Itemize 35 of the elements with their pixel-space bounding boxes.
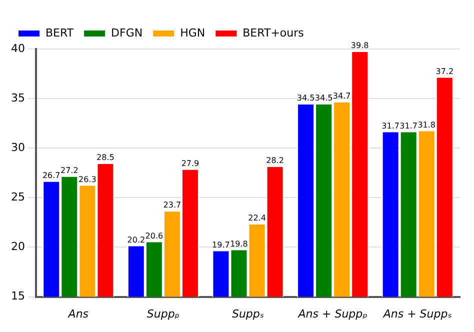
legend-label: HGN (180, 26, 206, 40)
y-tick-label: 20 (10, 240, 25, 254)
x-tick-label: Ans + Suppₛ (382, 307, 452, 320)
data-label: 31.7 (400, 121, 418, 130)
y-tick-label: 40 (10, 42, 25, 55)
data-label: 22.4 (248, 214, 266, 223)
x-tick-label: Suppₛ (232, 307, 264, 320)
data-label: 26.3 (78, 174, 96, 184)
y-tick-label: 30 (10, 140, 25, 154)
data-label: 23.7 (163, 200, 182, 210)
data-label: 34.7 (332, 92, 351, 101)
data-label: 34.5 (296, 94, 315, 103)
legend-label: BERT+ours (242, 26, 304, 40)
legend-label: DFGN (111, 26, 143, 40)
data-label: 20.6 (145, 231, 164, 240)
x-tick-label: Suppₚ (146, 307, 180, 320)
y-tick-label: 25 (10, 190, 25, 204)
data-label: 37.2 (436, 66, 454, 76)
data-label: 28.5 (96, 153, 114, 162)
data-label: 28.2 (266, 156, 284, 166)
data-label: 20.2 (127, 235, 146, 244)
legend-label: BERT (46, 26, 74, 40)
data-label: 31.7 (382, 121, 400, 130)
data-label: 39.8 (350, 41, 369, 50)
y-tick-label: 35 (10, 91, 25, 104)
data-label: 19.7 (212, 240, 230, 250)
data-label: 19.8 (230, 239, 248, 248)
x-tick-label: Ans (67, 307, 89, 320)
data-label: 27.2 (60, 166, 78, 175)
data-label: 27.9 (181, 159, 200, 168)
data-label: 26.7 (42, 170, 60, 180)
data-label: 34.5 (314, 94, 333, 103)
x-tick-label: Ans + Suppₚ (297, 307, 368, 320)
data-label: 31.8 (418, 120, 436, 130)
y-tick-label: 15 (10, 290, 25, 303)
